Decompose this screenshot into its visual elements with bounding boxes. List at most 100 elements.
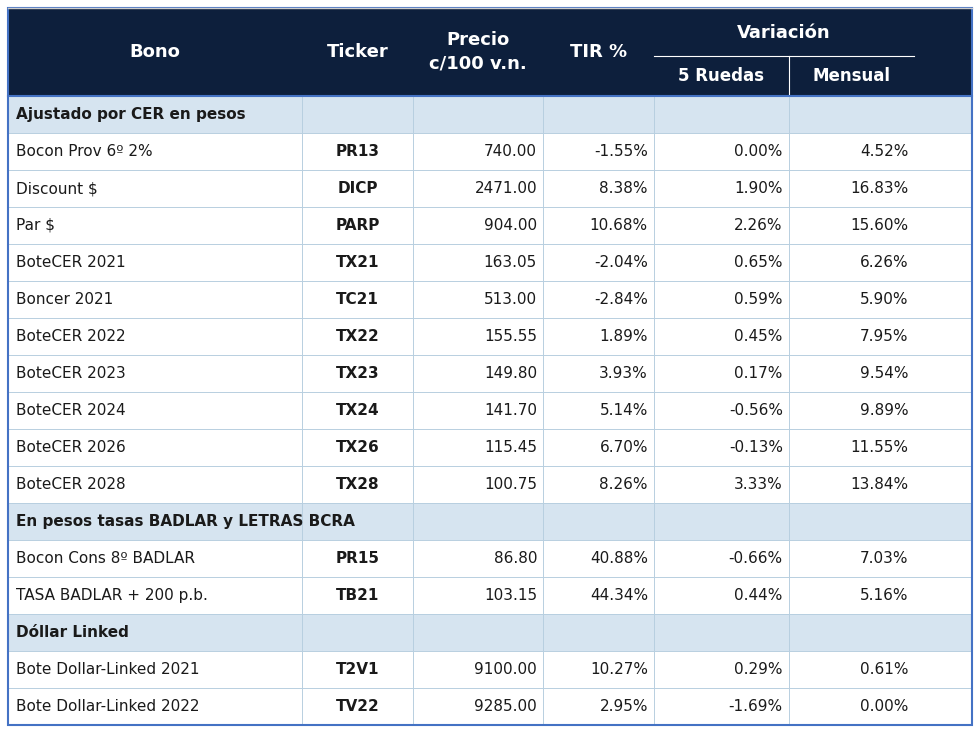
Bar: [8, 688, 972, 725]
Text: TC21: TC21: [336, 292, 379, 307]
Text: 1.90%: 1.90%: [734, 181, 783, 196]
Text: 0.45%: 0.45%: [734, 329, 783, 344]
Text: BoteCER 2023: BoteCER 2023: [16, 366, 125, 381]
Text: 163.05: 163.05: [484, 255, 537, 270]
Text: -1.55%: -1.55%: [594, 144, 648, 159]
Text: -2.84%: -2.84%: [594, 292, 648, 307]
Text: 3.33%: 3.33%: [734, 477, 783, 492]
Text: TB21: TB21: [336, 588, 379, 603]
Text: 16.83%: 16.83%: [850, 181, 908, 196]
Text: 9.54%: 9.54%: [859, 366, 908, 381]
Text: 149.80: 149.80: [484, 366, 537, 381]
Text: 6.26%: 6.26%: [859, 255, 908, 270]
Text: 5 Ruedas: 5 Ruedas: [678, 66, 764, 85]
Text: 86.80: 86.80: [494, 551, 537, 566]
Text: T2V1: T2V1: [336, 662, 379, 677]
Text: 4.52%: 4.52%: [859, 144, 908, 159]
Text: Bote Dollar-Linked 2021: Bote Dollar-Linked 2021: [16, 662, 200, 677]
Text: Dóllar Linked: Dóllar Linked: [16, 625, 129, 640]
Bar: [8, 8, 972, 96]
Text: 44.34%: 44.34%: [590, 588, 648, 603]
Text: 9.89%: 9.89%: [859, 403, 908, 418]
Text: Par $: Par $: [16, 218, 55, 233]
Text: BoteCER 2024: BoteCER 2024: [16, 403, 125, 418]
Text: 8.26%: 8.26%: [600, 477, 648, 492]
Text: 141.70: 141.70: [484, 403, 537, 418]
Text: 2.95%: 2.95%: [600, 699, 648, 714]
Text: TASA BADLAR + 200 p.b.: TASA BADLAR + 200 p.b.: [16, 588, 208, 603]
Text: Variación: Variación: [737, 24, 831, 41]
Text: PR13: PR13: [335, 144, 379, 159]
Text: 1.89%: 1.89%: [600, 329, 648, 344]
Text: -0.13%: -0.13%: [729, 440, 783, 455]
Text: 115.45: 115.45: [484, 440, 537, 455]
Text: 11.55%: 11.55%: [851, 440, 908, 455]
Text: 155.55: 155.55: [484, 329, 537, 344]
Text: 904.00: 904.00: [484, 218, 537, 233]
Bar: [8, 244, 972, 281]
Bar: [8, 318, 972, 355]
Text: Bocon Cons 8º BADLAR: Bocon Cons 8º BADLAR: [16, 551, 195, 566]
Text: Ticker: Ticker: [326, 43, 388, 61]
Text: 0.17%: 0.17%: [734, 366, 783, 381]
Text: En pesos tasas BADLAR y LETRAS BCRA: En pesos tasas BADLAR y LETRAS BCRA: [16, 514, 355, 529]
Bar: [8, 429, 972, 466]
Bar: [8, 281, 972, 318]
Text: 513.00: 513.00: [484, 292, 537, 307]
Text: 2471.00: 2471.00: [474, 181, 537, 196]
Text: -0.66%: -0.66%: [729, 551, 783, 566]
Text: Precio
c/100 v.n.: Precio c/100 v.n.: [429, 31, 527, 73]
Text: 9100.00: 9100.00: [474, 662, 537, 677]
Text: 7.95%: 7.95%: [859, 329, 908, 344]
Text: 0.59%: 0.59%: [734, 292, 783, 307]
Text: 0.44%: 0.44%: [734, 588, 783, 603]
Bar: [8, 355, 972, 392]
Bar: [8, 651, 972, 688]
Text: 8.38%: 8.38%: [600, 181, 648, 196]
Text: 5.90%: 5.90%: [859, 292, 908, 307]
Text: 6.70%: 6.70%: [600, 440, 648, 455]
Bar: [8, 614, 972, 651]
Text: 10.68%: 10.68%: [590, 218, 648, 233]
Text: Boncer 2021: Boncer 2021: [16, 292, 114, 307]
Text: TX24: TX24: [335, 403, 379, 418]
Text: 0.00%: 0.00%: [859, 699, 908, 714]
Text: 2.26%: 2.26%: [734, 218, 783, 233]
Text: 0.29%: 0.29%: [734, 662, 783, 677]
Text: 0.65%: 0.65%: [734, 255, 783, 270]
Text: BoteCER 2022: BoteCER 2022: [16, 329, 125, 344]
Text: Bono: Bono: [129, 43, 180, 61]
Text: TX26: TX26: [335, 440, 379, 455]
Bar: [8, 96, 972, 133]
Text: 100.75: 100.75: [484, 477, 537, 492]
Text: -1.69%: -1.69%: [729, 699, 783, 714]
Text: 5.14%: 5.14%: [600, 403, 648, 418]
Bar: [8, 133, 972, 170]
Text: Discount $: Discount $: [16, 181, 98, 196]
Text: TV22: TV22: [335, 699, 379, 714]
Text: 0.61%: 0.61%: [859, 662, 908, 677]
Text: TX28: TX28: [335, 477, 379, 492]
Text: BoteCER 2026: BoteCER 2026: [16, 440, 125, 455]
Text: 40.88%: 40.88%: [590, 551, 648, 566]
Text: 10.27%: 10.27%: [590, 662, 648, 677]
Text: 0.00%: 0.00%: [734, 144, 783, 159]
Bar: [8, 466, 972, 503]
Text: -0.56%: -0.56%: [729, 403, 783, 418]
Bar: [8, 577, 972, 614]
Text: TX21: TX21: [336, 255, 379, 270]
Text: 13.84%: 13.84%: [850, 477, 908, 492]
Text: Ajustado por CER en pesos: Ajustado por CER en pesos: [16, 107, 246, 122]
Text: Bote Dollar-Linked 2022: Bote Dollar-Linked 2022: [16, 699, 200, 714]
Text: 9285.00: 9285.00: [474, 699, 537, 714]
Text: Mensual: Mensual: [812, 66, 891, 85]
Text: TX22: TX22: [335, 329, 379, 344]
Text: TIR %: TIR %: [570, 43, 627, 61]
Text: PARP: PARP: [335, 218, 379, 233]
Text: 15.60%: 15.60%: [850, 218, 908, 233]
Text: Bocon Prov 6º 2%: Bocon Prov 6º 2%: [16, 144, 153, 159]
Bar: [8, 540, 972, 577]
Text: 7.03%: 7.03%: [859, 551, 908, 566]
Text: 5.16%: 5.16%: [859, 588, 908, 603]
Text: TX23: TX23: [335, 366, 379, 381]
